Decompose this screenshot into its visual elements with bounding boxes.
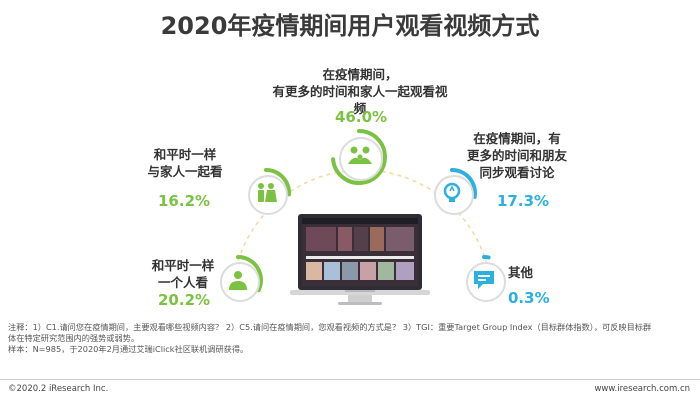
value-family-more: 46.0% [335, 108, 388, 126]
bulb-icon-circle [434, 175, 474, 215]
laptop-illustration [290, 214, 430, 305]
label-family-same: 和平时一样 与家人一起看 [140, 146, 230, 180]
label-family-more-line1: 在疫情期间， [322, 67, 398, 82]
chat-icon [474, 271, 494, 289]
arc-friends-more [450, 168, 477, 199]
label-friends-more: 在疫情期间，有 更多的时间和朋友 同步观看讨论 [462, 130, 572, 181]
label-alone-same: 和平时一样 一个人看 [138, 257, 228, 291]
bulb-icon [443, 182, 461, 202]
footnote: 注释：1）C1.请问您在疫情期间，主要观看哪些视频内容？ 2）C5.请问在疫情期… [8, 322, 698, 355]
person-icon [229, 271, 247, 290]
label-family-more: 在疫情期间， 有更多的时间和家人一起观看视频 [270, 66, 450, 117]
label-friends-more-line3: 同步观看讨论 [479, 165, 555, 180]
person-icon-circle [220, 262, 260, 302]
couple-icon [258, 183, 277, 202]
value-alone-same: 20.2% [158, 291, 211, 309]
label-family-same-line2: 与家人一起看 [147, 164, 223, 179]
footer-divider [0, 379, 700, 380]
website: www.iresearch.com.cn [594, 384, 690, 394]
label-friends-more-line1: 在疫情期间，有 [473, 131, 561, 146]
label-alone-same-line1: 和平时一样 [151, 258, 215, 273]
arc-family-same [264, 168, 291, 197]
footnote-line3: 样本：N=985，于2020年2月通过艾瑞iClick社区联机调研获得。 [8, 344, 249, 354]
label-friends-more-line2: 更多的时间和朋友 [466, 148, 567, 163]
value-other: 0.3% [508, 289, 550, 307]
value-friends-more: 17.3% [497, 192, 550, 210]
arc-family-more [331, 129, 387, 185]
footnote-line1: 注释：1）C1.请问您在疫情期间，主要观看哪些视频内容？ 2）C5.请问在疫情期… [8, 322, 652, 332]
label-other: 其他 [508, 265, 534, 280]
label-family-same-line1: 和平时一样 [153, 147, 217, 162]
value-family-same: 16.2% [158, 192, 211, 210]
copyright: ©2020.2 iResearch Inc. [8, 384, 109, 394]
label-alone-same-line2: 一个人看 [157, 275, 208, 290]
arc-alone-same [236, 255, 263, 293]
family-icon [348, 146, 372, 164]
footnote-line2: 体在特定研究范围内的强势或弱势。 [8, 333, 140, 343]
page-title: 2020年疫情期间用户观看视频方式 [160, 12, 540, 40]
label-family-more-line2: 有更多的时间和家人一起观看视频 [272, 84, 448, 116]
